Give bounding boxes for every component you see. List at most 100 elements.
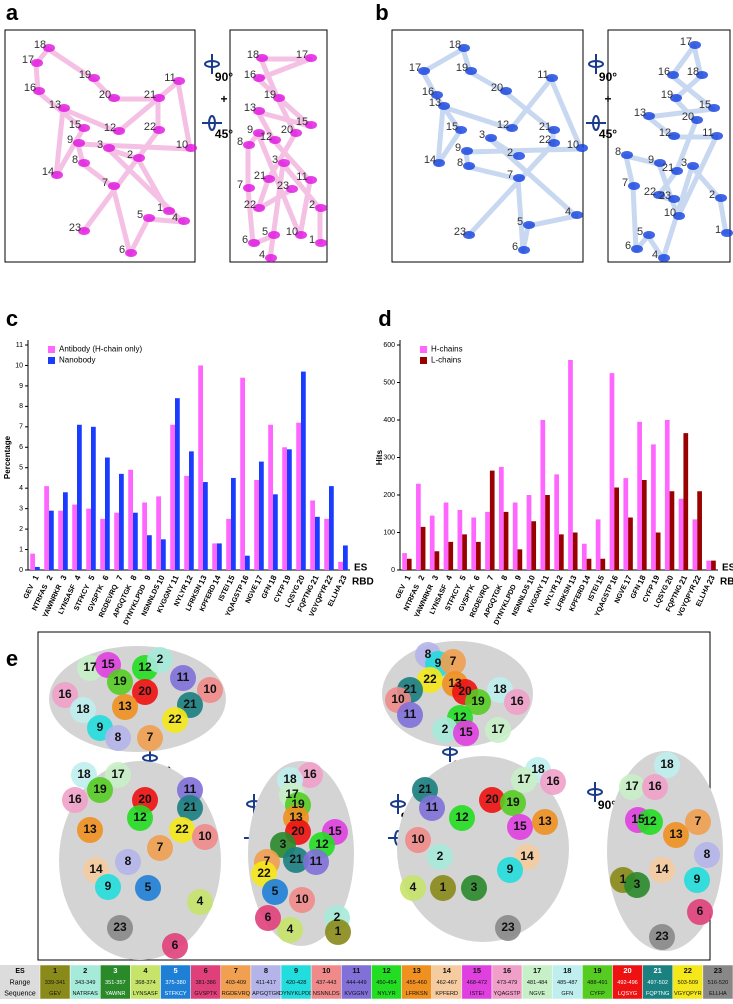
x-tick-id: 3 <box>59 573 69 581</box>
table-cell-bg <box>130 964 161 1000</box>
residue-label: 10 <box>567 139 579 151</box>
epitope-tube <box>687 162 699 170</box>
epitope-tube <box>667 71 679 79</box>
residue-label: 15 <box>513 819 527 833</box>
table-header-bg <box>0 965 40 999</box>
surface-patch <box>127 805 153 831</box>
bar <box>559 534 564 570</box>
table-cell-bg <box>521 964 553 1000</box>
residue-label: 21 <box>539 121 551 133</box>
epitope-tube <box>691 116 703 124</box>
residue-label: 19 <box>471 694 485 708</box>
epitope-tube <box>513 174 525 182</box>
x-tick-id: 4 <box>444 573 454 581</box>
x-tick-id: 8 <box>129 573 139 581</box>
legend-label: L-chains <box>431 356 461 365</box>
bar <box>301 371 306 570</box>
x-tick-id: 12 <box>553 573 565 585</box>
y-tick-label: 6 <box>19 444 23 451</box>
epitope-tube <box>108 94 120 102</box>
table-cell: 481-484 <box>527 980 548 986</box>
epitope-tube <box>305 121 317 129</box>
bar <box>572 532 578 570</box>
residue-label: 12 <box>133 810 147 824</box>
bar <box>531 521 537 570</box>
residue-label: 13 <box>244 102 256 114</box>
table-cell: YAWNR <box>105 991 125 997</box>
epitope-tube <box>438 102 450 110</box>
residue-label: 10 <box>176 139 188 151</box>
x-tick-id: 16 <box>239 573 251 585</box>
bar <box>184 475 189 570</box>
residue-label: 23 <box>655 929 669 943</box>
residue-label: 5 <box>145 880 152 894</box>
legend-swatch <box>420 346 427 353</box>
table-cell: 339-341 <box>45 980 66 986</box>
residue-label: 13 <box>634 107 646 119</box>
residue-label: 7 <box>622 177 628 189</box>
residue-label: 13 <box>669 827 683 841</box>
table-cell: 10 <box>322 966 330 975</box>
bar <box>706 560 712 570</box>
table-cell-bg <box>100 964 131 1000</box>
residue-label: 9 <box>507 862 514 876</box>
table-cell: LFRKSN <box>406 991 428 997</box>
bar <box>402 553 407 570</box>
residue-label: 2 <box>309 199 315 211</box>
residue-label: 15 <box>459 725 473 739</box>
residue-label: 21 <box>183 800 197 814</box>
x-tick-label: ELLHA <box>327 584 343 608</box>
epitope-tube <box>178 217 190 225</box>
bar <box>498 466 504 570</box>
x-tick-id: 4 <box>73 573 83 581</box>
bar <box>35 566 40 570</box>
x-tick-id: 22 <box>323 573 335 585</box>
legend-swatch <box>420 357 427 364</box>
table-cell: GVSPTK <box>194 991 217 997</box>
x-tick-id: 18 <box>636 573 648 585</box>
y-axis-label: Hits <box>375 449 384 465</box>
table-cell-bg <box>280 964 312 1000</box>
table-cell: 492-496 <box>617 980 638 986</box>
residue-label: 10 <box>295 892 309 906</box>
epitope-tube <box>103 144 115 152</box>
residue-label: 14 <box>520 849 534 863</box>
table-cell: LYNSASF <box>133 991 159 997</box>
bar <box>105 457 110 570</box>
y-tick-label: 4 <box>19 485 23 492</box>
residue-label: 17 <box>22 54 34 66</box>
epitope-tube <box>31 59 43 67</box>
bar <box>119 473 124 570</box>
residue-label: 10 <box>411 832 425 846</box>
epitope-tube <box>513 152 525 160</box>
bar <box>526 495 532 570</box>
x-tick-label: NGVE <box>245 583 260 604</box>
residue-label: 13 <box>289 810 303 824</box>
bar <box>198 365 203 570</box>
x-tick-id: 23 <box>337 573 349 585</box>
epitope-tube <box>133 154 145 162</box>
residue-label: 10 <box>664 207 676 219</box>
residue-label: 19 <box>93 782 107 796</box>
surface-patch <box>497 857 523 883</box>
epitope-tube <box>431 91 443 99</box>
table-cell: 488-491 <box>587 980 608 986</box>
residue-label: 9 <box>67 134 73 146</box>
table-cell: 9 <box>294 966 298 975</box>
epitope-tube <box>185 144 197 152</box>
residue-label: 20 <box>99 89 111 101</box>
residue-label: 18 <box>493 682 507 696</box>
residue-label: 4 <box>565 206 571 218</box>
bar <box>287 449 292 570</box>
x-tick-label: ISTEI <box>587 584 601 603</box>
rotation-angle: 90° <box>215 70 233 84</box>
surface-patch <box>694 842 720 868</box>
epitope-tube <box>461 147 473 155</box>
epitope-tube <box>668 132 680 140</box>
surface-patch <box>685 809 711 835</box>
rotation-angle: 45° <box>215 127 233 141</box>
surface-patch <box>465 689 491 715</box>
legend-swatch <box>48 357 55 364</box>
residue-label: 13 <box>49 99 61 111</box>
